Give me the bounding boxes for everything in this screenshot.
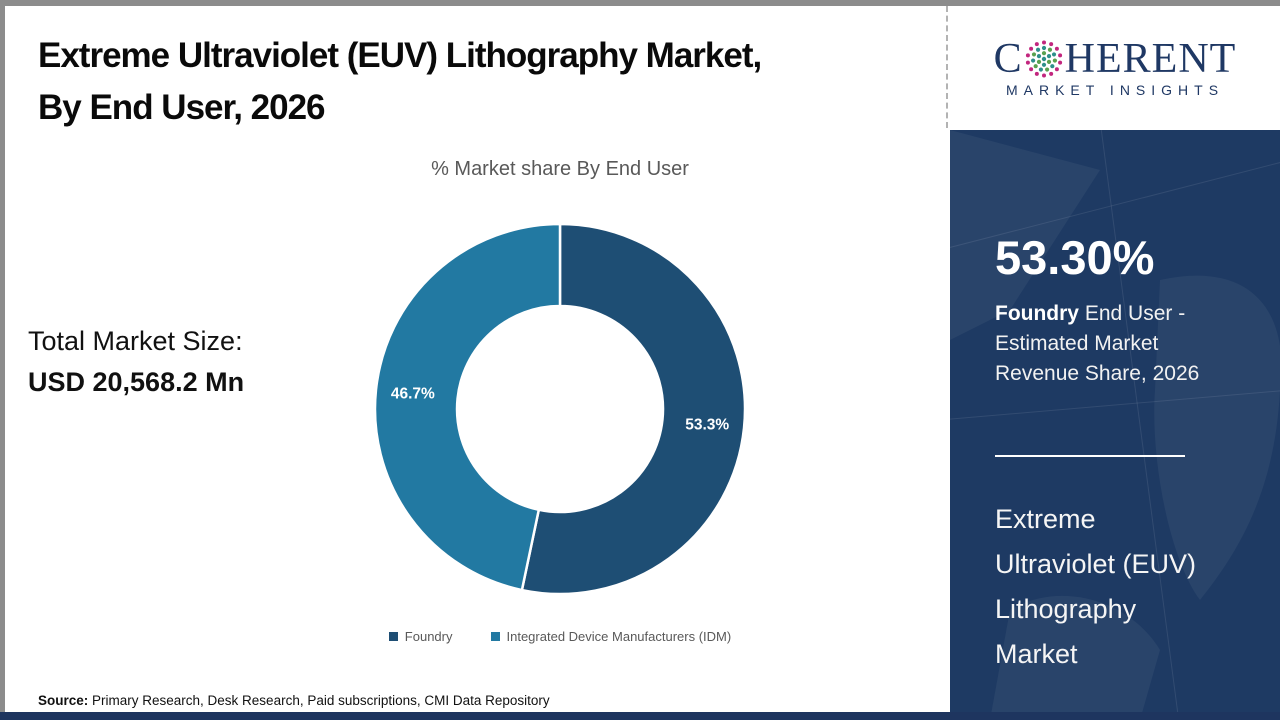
legend-label: Foundry bbox=[404, 629, 453, 644]
market-name-line3: Lithography bbox=[995, 594, 1137, 624]
page-title-line1: Extreme Ultraviolet (EUV) Lithography Ma… bbox=[38, 36, 762, 75]
stat-description: Foundry End User - Estimated Market Reve… bbox=[995, 299, 1250, 389]
bottom-strip bbox=[0, 712, 1280, 720]
world-map-background bbox=[950, 130, 1280, 720]
market-name-line4: Market bbox=[995, 639, 1078, 669]
market-name-line1: Extreme bbox=[995, 504, 1096, 534]
legend-label: Integrated Device Manufacturers (IDM) bbox=[506, 629, 732, 644]
stat-desc-bold: Foundry bbox=[995, 302, 1079, 325]
frame-left-strip bbox=[0, 0, 5, 714]
market-name: Extreme Ultraviolet (EUV) Lithography Ma… bbox=[995, 497, 1250, 677]
dotted-globe-icon bbox=[1025, 40, 1062, 78]
sidebar-content: 53.30% Foundry End User - Estimated Mark… bbox=[950, 230, 1280, 677]
legend-swatch-icon bbox=[388, 632, 398, 641]
market-name-line2: Ultraviolet (EUV) bbox=[995, 549, 1197, 579]
chart-legend: Foundry Integrated Device Manufacturers (… bbox=[310, 629, 810, 644]
page-title-line2: By End User, 2026 bbox=[38, 88, 326, 127]
slice-data-label: 46.7% bbox=[391, 386, 435, 403]
stat-desc-line2: Estimated Market bbox=[995, 332, 1159, 355]
stat-desc-line1: Foundry End User - bbox=[995, 302, 1186, 325]
stat-desc-line3: Revenue Share, 2026 bbox=[995, 362, 1200, 385]
source-line: Source: Primary Research, Desk Research,… bbox=[38, 693, 550, 708]
frame-top-strip bbox=[0, 0, 1280, 6]
total-market-size-value: USD 20,568.2 Mn bbox=[28, 367, 245, 397]
donut-chart-wrap: 53.3% 46.7% bbox=[360, 209, 760, 609]
legend-swatch-icon bbox=[490, 632, 500, 641]
chart-area: % Market share By End User 53.3% 46.7% Fo… bbox=[310, 158, 810, 644]
stat-value: 53.30% bbox=[995, 231, 1155, 284]
total-market-size-block: Total Market Size: USD 20,568.2 Mn bbox=[28, 326, 244, 398]
donut-chart[interactable]: 53.3% 46.7% bbox=[360, 209, 760, 609]
logo-subtitle: MARKET INSIGHTS bbox=[1005, 82, 1225, 98]
logo-word-pre: C bbox=[993, 36, 1023, 82]
dashed-separator bbox=[946, 6, 948, 128]
chart-title: % Market share By End User bbox=[431, 158, 689, 180]
total-market-size-label: Total Market Size: bbox=[28, 326, 243, 356]
legend-item[interactable]: Foundry bbox=[388, 629, 453, 644]
page-title: Extreme Ultraviolet (EUV) Lithography Ma… bbox=[38, 30, 918, 134]
logo-wordmark: C HERENT bbox=[994, 38, 1237, 80]
company-logo[interactable]: C HERENT MARKET INSIGHTS bbox=[950, 6, 1280, 130]
slice-data-label: 53.3% bbox=[685, 416, 729, 433]
highlight-sidebar: 53.30% Foundry End User - Estimated Mark… bbox=[950, 130, 1280, 720]
donut-slice-foundry[interactable] bbox=[520, 222, 747, 596]
legend-item[interactable]: Integrated Device Manufacturers (IDM) bbox=[490, 629, 732, 644]
sidebar-divider bbox=[995, 455, 1185, 457]
logo-word-post: HERENT bbox=[1064, 36, 1237, 82]
source-label: Source: bbox=[38, 693, 89, 708]
donut-slice-integrated-device-manufacturers-idm[interactable] bbox=[373, 222, 562, 592]
source-text: Primary Research, Desk Research, Paid su… bbox=[88, 693, 550, 708]
